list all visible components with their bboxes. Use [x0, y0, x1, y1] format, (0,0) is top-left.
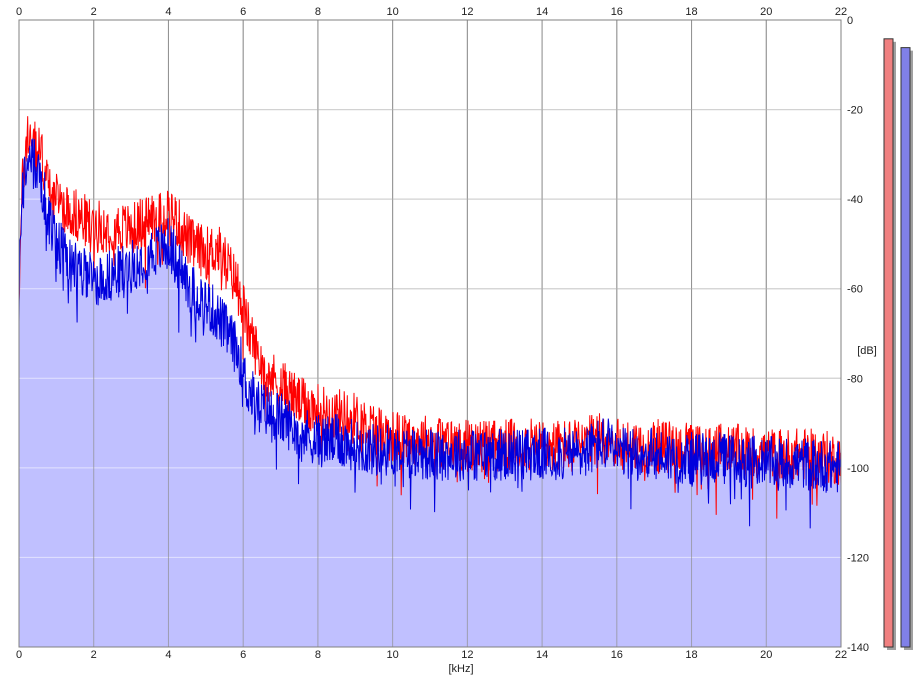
- x-tick-label-top: 22: [835, 6, 847, 18]
- x-tick-label-top: 8: [315, 6, 321, 18]
- x-tick-label-top: 2: [91, 6, 97, 18]
- level-meter-bar: [883, 38, 894, 648]
- x-tick-label-top: 10: [387, 6, 399, 18]
- y-tick-label: -100: [847, 463, 869, 475]
- x-axis-label: [kHz]: [448, 663, 473, 675]
- x-tick-label-top: 6: [240, 6, 246, 18]
- y-tick-label: -140: [847, 642, 869, 654]
- x-tick-label-top: 16: [611, 6, 623, 18]
- y-tick-label: -120: [847, 552, 869, 564]
- x-tick-label: 18: [685, 649, 697, 661]
- x-tick-label: 20: [760, 649, 772, 661]
- x-tick-label: 10: [387, 649, 399, 661]
- x-tick-label-top: 12: [461, 6, 473, 18]
- x-tick-label: 12: [461, 649, 473, 661]
- x-tick-label-top: 18: [685, 6, 697, 18]
- x-tick-label: 16: [611, 649, 623, 661]
- x-tick-label: 6: [240, 649, 246, 661]
- y-axis-label: [dB]: [857, 345, 877, 357]
- y-tick-label: -20: [847, 105, 863, 117]
- x-tick-label: 0: [16, 649, 22, 661]
- x-tick-label: 22: [835, 649, 847, 661]
- y-tick-label: -40: [847, 194, 863, 206]
- x-tick-label: 2: [91, 649, 97, 661]
- x-tick-label: 4: [165, 649, 171, 661]
- y-tick-label: -80: [847, 373, 863, 385]
- x-tick-label-top: 4: [165, 6, 171, 18]
- level-meter-bar: [900, 47, 911, 648]
- x-tick-label: 14: [536, 649, 548, 661]
- x-tick-label-top: 14: [536, 6, 548, 18]
- series-line: [18, 138, 842, 529]
- y-tick-label: -60: [847, 284, 863, 296]
- x-tick-label-top: 0: [16, 6, 22, 18]
- series-area-fill: [19, 138, 841, 647]
- plot-frame: [18, 19, 842, 648]
- x-tick-label-top: 20: [760, 6, 772, 18]
- x-tick-label: 8: [315, 649, 321, 661]
- y-tick-label: 0: [847, 15, 853, 27]
